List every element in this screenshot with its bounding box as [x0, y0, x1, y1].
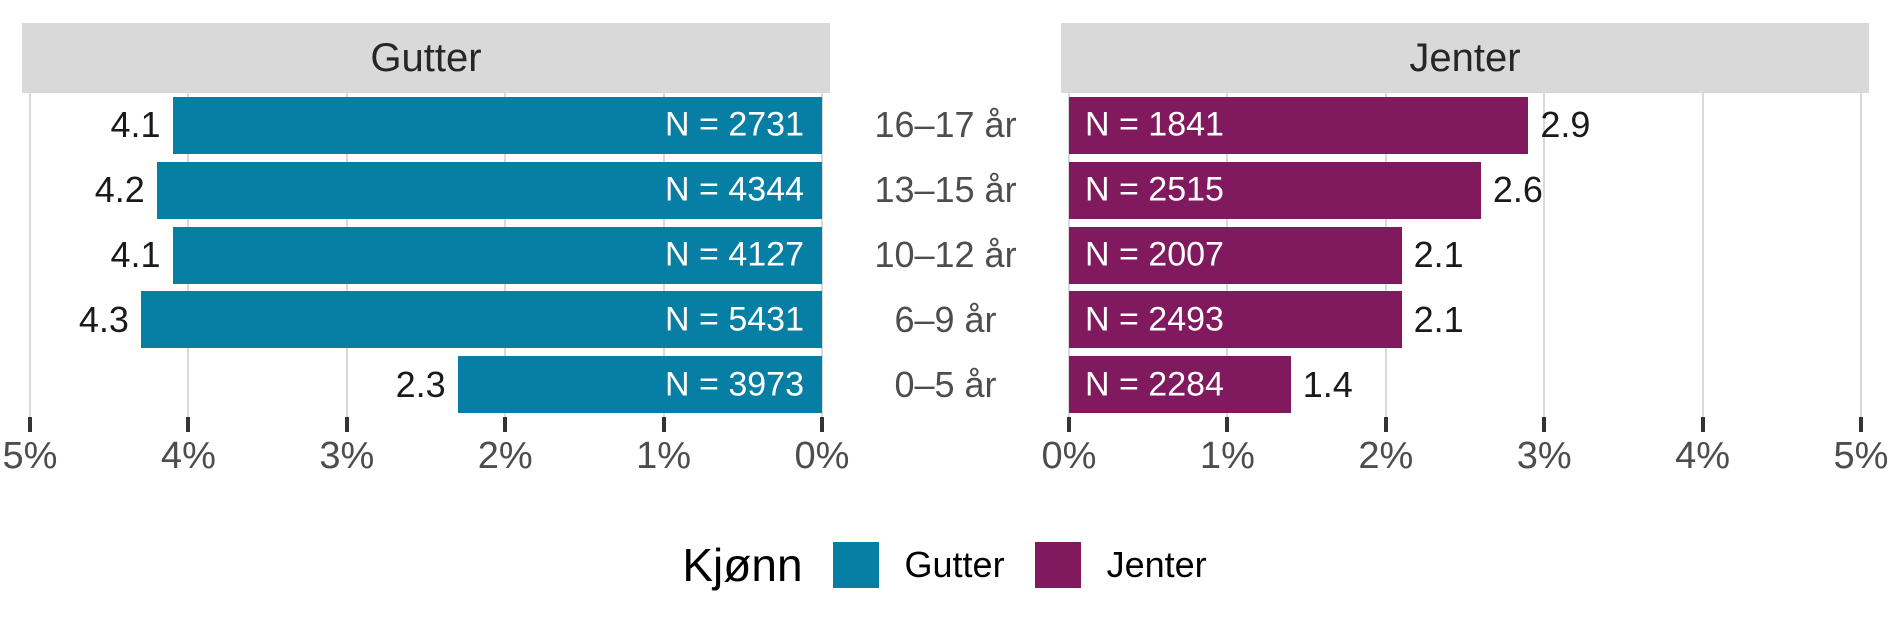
- bar-right-2: N = 2007: [1069, 226, 1402, 284]
- axis-tick-label: 1%: [636, 435, 692, 477]
- axis-tick: [820, 417, 824, 432]
- bar-n-label: N = 4344: [665, 170, 804, 209]
- age-label: 10–12 år: [874, 234, 1017, 275]
- age-label: 16–17 år: [874, 104, 1017, 146]
- axis-tick: [28, 417, 32, 432]
- bar-left-3: N = 5431: [140, 291, 822, 349]
- bar-right-4: N = 2284: [1069, 356, 1291, 414]
- axis-tick-label: 5%: [1833, 435, 1889, 477]
- bar-right-3: N = 2493: [1069, 291, 1402, 349]
- panel-gutter: Gutter N = 2731 4.1 N = 4344 4.2 N = 4127 4.1…: [3, 23, 849, 493]
- age-label: 6–9 år: [894, 298, 997, 340]
- age-label: 13–15 år: [874, 169, 1017, 211]
- bar-n-label: N = 4127: [665, 235, 804, 274]
- axis-tick: [661, 417, 666, 432]
- legend-entries: Gutter Jenter: [832, 542, 1207, 588]
- axis-tick: [1383, 417, 1388, 432]
- legend-swatch-jenter: [1034, 542, 1081, 588]
- legend-label: Gutter: [904, 544, 1005, 585]
- bar-right-0: N = 1841: [1069, 96, 1529, 154]
- bar-left-4: N = 3973: [457, 356, 822, 414]
- axis-tick: [1859, 417, 1863, 432]
- panel-jenter-plot: N = 1841 2.9 N = 2515 2.6 N = 2007 2.1 N = 249…: [1061, 93, 1869, 417]
- gridline: [1701, 93, 1704, 417]
- legend: Kjønn Gutter Jenter: [0, 531, 1889, 599]
- axis-tick-label: 2%: [1358, 435, 1414, 477]
- bar-left-0: N = 2731: [172, 96, 822, 154]
- bar-value-label: 4.1: [110, 104, 161, 146]
- panel-jenter-strip-title: Jenter: [1061, 23, 1869, 93]
- bar-left-1: N = 4344: [156, 161, 822, 219]
- axis-tick: [1542, 417, 1547, 432]
- axis-tick: [186, 417, 191, 432]
- axis-tick: [344, 417, 349, 432]
- bar-value-label: 2.1: [1413, 234, 1464, 275]
- legend-entry-gutter: Gutter: [832, 542, 1005, 588]
- bar-n-label: N = 1841: [1085, 105, 1224, 144]
- axis-tick-label: 4%: [160, 435, 216, 477]
- bar-n-label: N = 3973: [665, 365, 804, 404]
- gridline: [1543, 93, 1546, 417]
- bar-n-label: N = 5431: [665, 300, 804, 339]
- legend-label: Jenter: [1106, 544, 1207, 585]
- bar-n-label: N = 2731: [665, 105, 804, 144]
- bar-n-label: N = 2515: [1085, 170, 1224, 209]
- axis-tick: [1700, 417, 1705, 432]
- bar-value-label: 4.3: [78, 298, 129, 340]
- axis-tick-label: 0%: [794, 435, 850, 477]
- axis-tick: [1225, 417, 1230, 432]
- gridline: [821, 93, 823, 417]
- panel-gutter-plot: N = 2731 4.1 N = 4344 4.2 N = 4127 4.1 N = 543…: [22, 93, 830, 417]
- gridline: [29, 93, 31, 417]
- age-axis: 16–17 år 13–15 år 10–12 år 6–9 år 0–5 år: [830, 93, 1061, 417]
- panel-gutter-strip-title: Gutter: [22, 23, 830, 93]
- axis-tick-label: 0%: [1041, 435, 1097, 477]
- axis-tick-label: 5%: [2, 435, 58, 477]
- axis-tick: [1067, 417, 1071, 432]
- bar-n-label: N = 2284: [1085, 365, 1224, 404]
- bar-value-label: 1.4: [1302, 363, 1353, 405]
- bar-value-label: 2.6: [1492, 169, 1543, 211]
- bar-n-label: N = 2493: [1085, 300, 1224, 339]
- axis-tick: [503, 417, 508, 432]
- axis-tick-label: 2%: [477, 435, 533, 477]
- axis-tick-label: 1%: [1199, 435, 1255, 477]
- bar-value-label: 2.3: [395, 363, 446, 405]
- axis-tick-label: 3%: [1516, 435, 1572, 477]
- gridline: [1860, 93, 1862, 417]
- bar-left-2: N = 4127: [172, 226, 822, 284]
- bar-right-1: N = 2515: [1069, 161, 1481, 219]
- legend-title: Kjønn: [682, 539, 803, 591]
- age-label: 0–5 år: [894, 363, 997, 405]
- bar-value-label: 4.1: [110, 234, 161, 275]
- legend-swatch-gutter: [832, 542, 879, 588]
- axis-tick-label: 3%: [319, 435, 375, 477]
- bar-n-label: N = 2007: [1085, 235, 1224, 274]
- bar-value-label: 4.2: [94, 169, 145, 211]
- legend-entry-jenter: Jenter: [1034, 542, 1207, 588]
- bar-value-label: 2.9: [1540, 104, 1591, 146]
- axis-tick-label: 4%: [1675, 435, 1731, 477]
- panel-jenter: Jenter N = 1841 2.9 N = 2515 2.6 N = 2007 2.1…: [1042, 23, 1888, 493]
- bar-value-label: 2.1: [1413, 298, 1464, 340]
